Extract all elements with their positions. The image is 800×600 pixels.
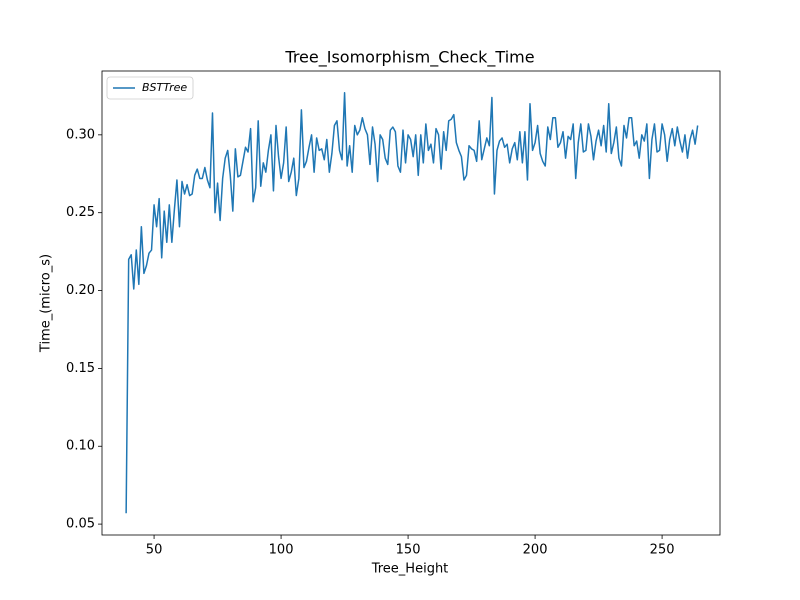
x-tick-label: 150	[396, 543, 421, 558]
y-axis-label: Time_(micro_s)	[39, 254, 54, 353]
x-axis-label: Tree_Height	[371, 562, 449, 577]
y-tick-label: 0.05	[66, 517, 95, 532]
y-tick-label: 0.30	[66, 127, 95, 142]
y-tick-label: 0.25	[66, 205, 95, 220]
y-tick-label: 0.15	[66, 361, 95, 376]
y-tick-label: 0.20	[66, 283, 95, 298]
plot-frame	[101, 70, 721, 536]
x-tick-label: 250	[650, 543, 675, 558]
x-tick-label: 50	[146, 543, 163, 558]
x-tick-label: 100	[269, 543, 294, 558]
y-tick-label: 0.10	[66, 439, 95, 454]
x-tick-label: 200	[523, 543, 548, 558]
legend-entry: BSTTree	[142, 81, 187, 94]
legend-box	[106, 76, 194, 100]
chart-title: Tree_Isomorphism_Check_Time	[284, 48, 534, 68]
data-line	[125, 92, 699, 514]
